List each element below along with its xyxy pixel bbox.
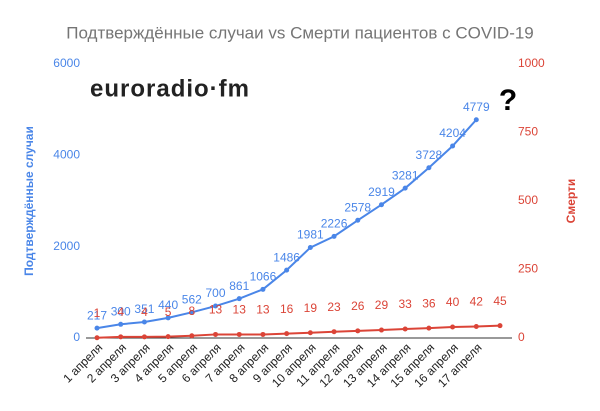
data-label: 19 — [304, 301, 318, 315]
data-point — [165, 315, 171, 321]
data-point — [141, 334, 147, 340]
data-label: 23 — [327, 300, 341, 314]
data-label: 300 — [111, 304, 131, 318]
data-label: 5 — [165, 305, 172, 319]
chart-title: Подтверждённые случаи vs Смерти пациенто… — [66, 23, 534, 42]
data-point — [284, 331, 290, 337]
data-point — [94, 325, 100, 331]
y2-tick-label: 0 — [518, 330, 525, 344]
data-point — [426, 165, 432, 171]
y2-tick-label: 1000 — [518, 56, 545, 70]
data-label: 2919 — [368, 185, 395, 199]
data-label: 45 — [493, 294, 507, 308]
data-label: 3728 — [416, 148, 443, 162]
y-tick-label: 6000 — [53, 56, 80, 70]
data-point — [189, 333, 195, 339]
y-tick-label: 2000 — [53, 239, 80, 253]
data-label: 13 — [233, 303, 247, 317]
data-label: 4204 — [439, 126, 466, 140]
data-label: 2578 — [344, 200, 371, 214]
data-point — [213, 331, 219, 337]
series-line — [96, 324, 501, 339]
data-label: 29 — [375, 298, 389, 312]
data-point — [213, 303, 219, 309]
data-point — [165, 334, 171, 340]
data-point — [450, 143, 456, 149]
data-label: 700 — [206, 286, 226, 300]
data-point — [473, 323, 479, 329]
data-point — [118, 334, 124, 340]
data-point — [260, 286, 266, 292]
y-tick-label: 4000 — [53, 148, 80, 162]
data-point — [402, 185, 408, 191]
data-label: 2226 — [321, 217, 348, 231]
data-label: 440 — [158, 298, 178, 312]
y-tick-label: 0 — [73, 330, 80, 344]
data-point — [236, 296, 242, 302]
data-label: 40 — [446, 295, 460, 309]
data-label: 16 — [280, 302, 294, 316]
data-label: 8 — [188, 304, 195, 318]
data-label: 217 — [87, 308, 107, 322]
y2-tick-label: 500 — [518, 193, 538, 207]
data-label: 26 — [351, 299, 365, 313]
data-point — [473, 117, 479, 123]
data-label: 36 — [422, 296, 436, 310]
data-label: 13 — [256, 303, 270, 317]
data-point — [307, 330, 313, 336]
data-point — [355, 217, 361, 223]
data-label: 4 — [117, 305, 124, 319]
logo: euroradio·fm — [90, 75, 250, 102]
annotation: ? — [499, 84, 517, 117]
data-label: 1 — [94, 306, 101, 320]
data-label: 562 — [182, 293, 202, 307]
data-point — [189, 309, 195, 315]
data-point — [355, 328, 361, 334]
data-label: 1486 — [273, 250, 300, 264]
data-point — [497, 323, 503, 329]
data-label: 1066 — [250, 269, 277, 283]
y2-tick-label: 750 — [518, 125, 538, 139]
data-label: 13 — [209, 303, 223, 317]
data-label: 33 — [398, 297, 412, 311]
data-point — [118, 321, 124, 327]
data-point — [331, 233, 337, 239]
data-point — [402, 326, 408, 332]
data-label: 4779 — [463, 100, 490, 114]
data-point — [260, 331, 266, 337]
data-label: 4 — [141, 305, 148, 319]
data-point — [307, 245, 313, 251]
data-point — [378, 202, 384, 208]
data-point — [378, 327, 384, 333]
y2-tick-label: 250 — [518, 262, 538, 276]
data-point — [284, 267, 290, 273]
data-point — [94, 335, 100, 341]
data-point — [426, 325, 432, 331]
data-label: 351 — [134, 302, 154, 316]
data-label: 42 — [470, 295, 484, 309]
data-point — [331, 329, 337, 335]
data-point — [141, 319, 147, 325]
data-label: 3281 — [392, 168, 419, 182]
y-axis-label: Подтверждённые случаи — [22, 126, 36, 276]
data-label: 1981 — [297, 228, 324, 242]
y2-axis-label: Смерти — [564, 179, 578, 224]
data-label: 861 — [229, 279, 249, 293]
data-point — [236, 331, 242, 337]
data-point — [450, 324, 456, 330]
